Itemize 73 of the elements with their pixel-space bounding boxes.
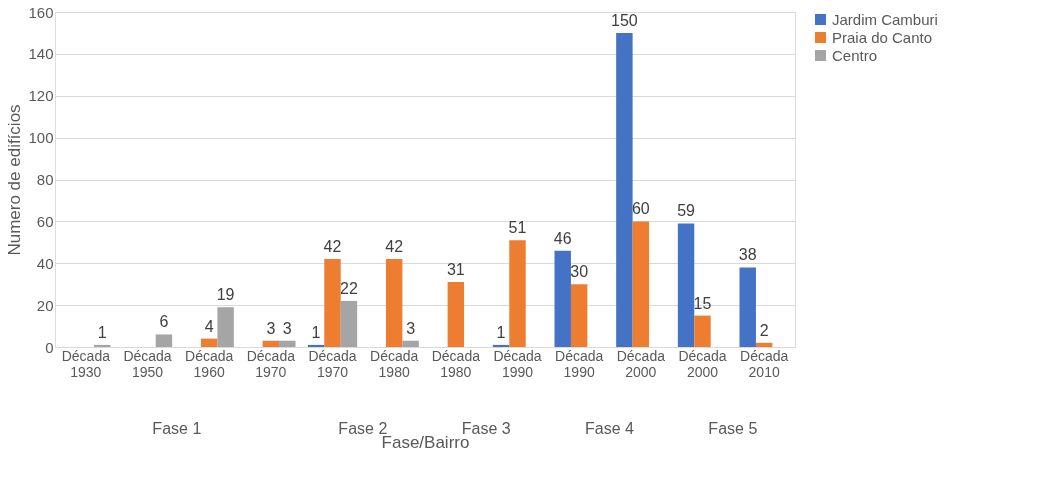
bar	[755, 342, 773, 347]
data-label: 60	[631, 200, 650, 218]
y-tick-label: 40	[36, 254, 54, 272]
data-label: 46	[553, 229, 572, 247]
bar	[509, 240, 526, 347]
data-label: 31	[446, 261, 465, 279]
data-label: 51	[508, 219, 527, 237]
bar	[307, 344, 325, 347]
text: Fase 2	[338, 420, 388, 437]
bar	[570, 284, 588, 347]
y-axis-title: Numero de edifícios	[5, 104, 25, 256]
bar	[217, 307, 234, 347]
y-tick-label: 80	[36, 171, 54, 188]
bar	[94, 344, 111, 347]
text: Fase 3	[461, 420, 511, 437]
bar	[739, 267, 756, 347]
data-label: 38	[738, 246, 757, 264]
data-label: 1	[97, 323, 107, 341]
data-label: 6	[159, 313, 169, 331]
x-tick-label: Década 2000	[678, 347, 727, 380]
bar	[279, 340, 296, 347]
text: Fase 1	[152, 420, 202, 437]
legend-label: Jardim Camburi	[832, 10, 938, 28]
legend-label: Praia do Canto	[832, 28, 933, 46]
bar	[447, 282, 465, 347]
data-label: 30	[570, 263, 589, 281]
x-tick-label: Década 1990	[493, 347, 542, 380]
y-tick-label: 20	[36, 296, 54, 314]
x-tick-label: Década 1990	[555, 347, 604, 380]
x-tick-label: Década 1960	[185, 347, 234, 380]
data-label: 42	[385, 238, 404, 256]
bar	[492, 344, 510, 347]
data-label: 19	[216, 286, 235, 304]
text: Fase 5	[708, 420, 758, 437]
x-tick-label: Década 1980	[431, 347, 481, 380]
data-label: 3	[406, 319, 416, 337]
data-label: 3	[282, 319, 292, 337]
y-tick-label: 120	[28, 87, 54, 105]
bar	[385, 259, 403, 347]
data-label: 1	[496, 323, 506, 341]
bar	[200, 338, 218, 347]
y-tick-label: 0	[45, 338, 54, 356]
y-tick-label: 60	[36, 212, 54, 230]
y-tick-label: 100	[28, 129, 54, 147]
legend-label: Centro	[832, 46, 878, 64]
x-tick-label: Década 1950	[123, 347, 172, 380]
data-label: 1	[311, 323, 321, 341]
bar	[324, 259, 341, 347]
bar	[677, 223, 695, 347]
x-tick-label: Década 1930	[61, 347, 111, 380]
text: Fase 4	[585, 420, 635, 437]
bar	[694, 315, 711, 347]
data-label: 4	[204, 317, 214, 335]
data-label: 2	[759, 321, 769, 339]
bar	[632, 221, 650, 347]
bar	[554, 250, 571, 347]
data-label: 3	[266, 319, 276, 337]
bar	[616, 32, 633, 347]
x-tick-label: Década 1970	[308, 347, 357, 380]
data-label: 150	[611, 11, 638, 29]
x-tick-label: Década 1970	[246, 347, 296, 380]
data-label: 59	[677, 202, 696, 220]
x-tick-label: Década 1980	[370, 347, 419, 380]
data-label: 15	[693, 294, 712, 312]
data-label: 42	[323, 238, 342, 256]
bar	[402, 340, 419, 347]
bar	[262, 340, 280, 347]
x-tick-label: Década 2010	[740, 347, 789, 380]
bar	[155, 334, 173, 347]
y-tick-label: 140	[28, 45, 54, 63]
x-tick-label: Década 2000	[616, 347, 666, 380]
bar	[340, 300, 358, 347]
y-tick-label: 160	[28, 3, 54, 21]
